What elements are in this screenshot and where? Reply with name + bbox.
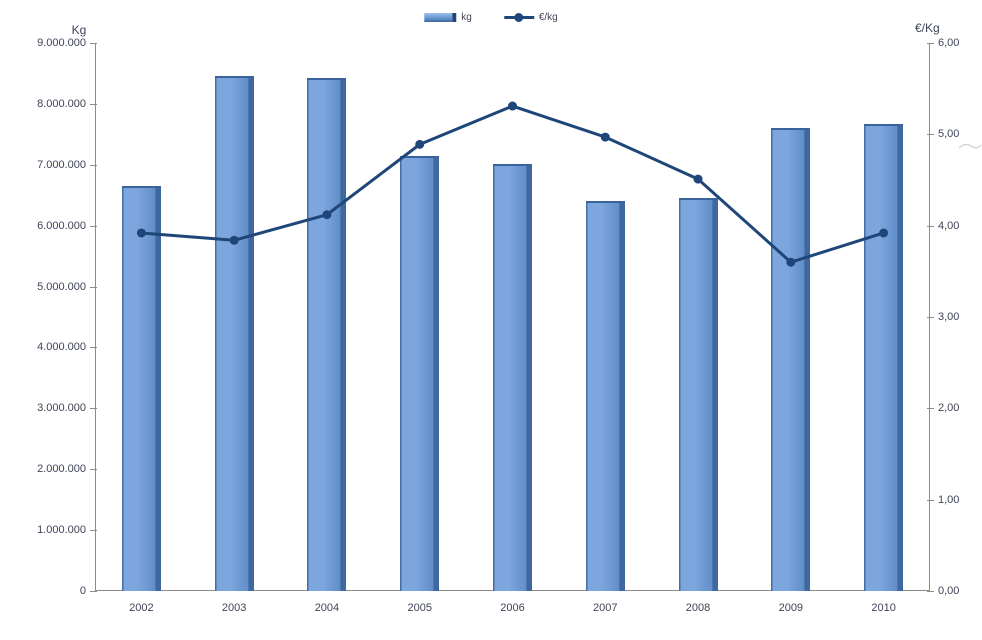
x-axis-category-label: 2005 — [407, 602, 432, 614]
right-axis-tick-label: 1,00 — [938, 493, 960, 506]
line-marker — [600, 132, 610, 142]
right-axis-tick-mark — [927, 225, 934, 227]
x-axis-category-label: 2006 — [500, 602, 525, 614]
x-axis-category-label: 2002 — [129, 602, 154, 614]
bar — [214, 75, 254, 591]
line-marker — [879, 228, 889, 238]
left-axis-tick-mark — [90, 164, 97, 166]
line-marker-dot-icon — [513, 12, 523, 22]
left-axis-tick-mark — [90, 408, 97, 410]
right-axis-tick-mark — [927, 317, 934, 318]
right-axis-tick-mark — [927, 408, 934, 410]
line-marker — [415, 139, 425, 149]
legend-item-kg: kg — [424, 12, 472, 23]
left-axis-tick-label: 4.000.000 — [37, 341, 86, 354]
bar — [400, 155, 440, 591]
bar-series-swatch — [424, 12, 457, 22]
left-axis-tick-label: 0 — [79, 585, 86, 597]
left-axis-tick-label: 7.000.000 — [37, 158, 86, 171]
left-axis-tick-label: 9.000.000 — [37, 37, 86, 49]
left-axis-line — [95, 43, 96, 591]
artifact-squiggle — [958, 143, 982, 149]
left-axis-tick-label: 6.000.000 — [37, 219, 86, 232]
right-axis-tick-mark — [927, 43, 934, 44]
bar — [678, 197, 718, 591]
x-axis-category-label: 2010 — [871, 602, 896, 614]
line-path — [141, 104, 885, 264]
plot-area — [95, 43, 982, 591]
right-axis-tick-label: 5,00 — [938, 128, 960, 141]
x-axis-category-label: 2009 — [778, 602, 804, 614]
right-axis-tick-label: 2,00 — [938, 402, 960, 415]
left-axis-tick-label: 2.000.000 — [37, 463, 86, 476]
left-axis-tick-label: 5.000.000 — [37, 280, 86, 293]
legend-label-eur-per-kg: €/kg — [538, 11, 558, 23]
left-axis-tick-mark — [90, 469, 97, 471]
left-axis-tick-mark — [90, 591, 97, 592]
bar — [864, 123, 904, 591]
line-marker — [136, 228, 146, 238]
line-series-swatch — [503, 12, 534, 22]
right-axis-tick-label: 4,00 — [938, 219, 960, 232]
right-axis-tick-label: 6,00 — [938, 37, 960, 49]
legend-label-kg: kg — [461, 11, 472, 23]
line-marker — [322, 210, 332, 220]
left-axis-tick-mark — [90, 530, 97, 532]
left-axis-tick-mark — [90, 43, 97, 44]
x-axis-category-label: 2007 — [593, 602, 618, 614]
left-axis-tick-label: 1.000.000 — [37, 524, 86, 537]
left-axis-title: Kg — [71, 23, 87, 37]
right-axis-tick-mark — [927, 591, 934, 592]
left-axis-tick-mark — [90, 347, 97, 349]
bar — [121, 186, 161, 591]
right-axis-tick-label: 0,00 — [938, 585, 960, 597]
line-marker — [693, 174, 703, 184]
x-axis-category-label: 2003 — [221, 602, 247, 614]
bar — [493, 164, 532, 591]
bar — [307, 78, 347, 591]
line-marker — [229, 235, 239, 245]
x-axis-category-label: 2008 — [685, 602, 711, 614]
bar — [771, 127, 811, 591]
chart-legend: kg €/kg — [424, 8, 558, 26]
right-axis-tick-label: 3,00 — [938, 311, 960, 323]
bar — [585, 200, 625, 591]
line-marker — [786, 257, 796, 267]
left-axis-tick-mark — [90, 225, 97, 227]
left-axis-tick-label: 3.000.000 — [37, 402, 86, 415]
right-axis-tick-mark — [927, 134, 934, 136]
line-series — [136, 101, 889, 267]
right-axis-tick-mark — [927, 499, 934, 501]
left-axis-tick-label: 8.000.000 — [37, 97, 86, 110]
legend-item-eur-per-kg: €/kg — [503, 11, 558, 23]
x-axis-category-label: 2004 — [314, 602, 340, 614]
right-axis-title: €/Kg — [915, 21, 940, 35]
line-marker — [508, 101, 517, 111]
left-axis-tick-mark — [90, 103, 97, 105]
left-axis-tick-mark — [90, 286, 97, 288]
